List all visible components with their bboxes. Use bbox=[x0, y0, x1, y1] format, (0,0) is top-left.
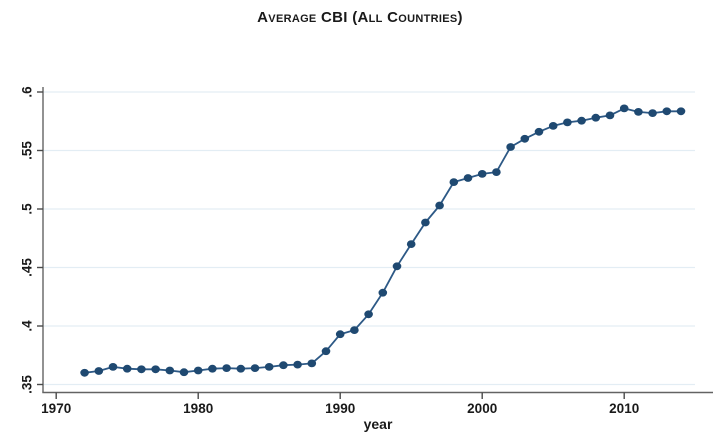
data-point-1996 bbox=[421, 218, 430, 227]
x-tick-label: 1990 bbox=[325, 401, 355, 416]
y-tick-label: .45 bbox=[20, 258, 35, 277]
data-point-1986 bbox=[279, 361, 288, 370]
data-point-1985 bbox=[264, 363, 274, 371]
data-point-1977 bbox=[151, 365, 160, 374]
data-point-2003 bbox=[520, 134, 530, 143]
data-point-1995 bbox=[406, 240, 416, 249]
x-tick-label: 1980 bbox=[183, 401, 213, 416]
data-point-2005 bbox=[548, 122, 558, 130]
data-point-2006 bbox=[563, 118, 572, 127]
y-tick-label: .4 bbox=[20, 320, 35, 332]
data-point-1978 bbox=[165, 366, 175, 375]
data-point-1974 bbox=[108, 363, 118, 371]
y-tick-label: .55 bbox=[20, 141, 35, 160]
data-point-2002 bbox=[506, 143, 515, 151]
x-tick-label: 2000 bbox=[467, 401, 497, 416]
data-point-1980 bbox=[193, 366, 203, 375]
x-axis-title: year bbox=[364, 416, 393, 432]
data-point-1982 bbox=[222, 364, 231, 372]
data-point-1979 bbox=[179, 368, 189, 377]
data-point-2004 bbox=[534, 127, 544, 136]
data-point-2001 bbox=[492, 168, 501, 177]
data-point-1994 bbox=[392, 262, 402, 271]
cbi-series-line bbox=[84, 107, 681, 374]
data-point-1993 bbox=[378, 288, 388, 297]
data-point-1997 bbox=[435, 201, 444, 210]
y-tick-label: .6 bbox=[20, 86, 35, 98]
data-point-1976 bbox=[137, 365, 146, 374]
data-point-1981 bbox=[208, 364, 217, 373]
data-point-2013 bbox=[662, 107, 672, 116]
data-point-1987 bbox=[293, 360, 302, 369]
data-point-2011 bbox=[634, 108, 643, 116]
data-point-2007 bbox=[577, 116, 586, 125]
data-point-1990 bbox=[335, 330, 345, 339]
data-point-1992 bbox=[364, 310, 373, 319]
x-tick-label: 1970 bbox=[41, 401, 71, 416]
data-point-1984 bbox=[250, 364, 260, 372]
data-point-1999 bbox=[463, 174, 473, 182]
data-point-1973 bbox=[94, 367, 104, 375]
y-tick-label: .35 bbox=[20, 375, 35, 394]
data-point-2000 bbox=[477, 170, 487, 178]
data-point-1972 bbox=[80, 368, 89, 377]
x-tick-label: 2010 bbox=[609, 401, 639, 416]
data-point-2014 bbox=[676, 107, 686, 116]
data-point-1998 bbox=[449, 178, 459, 187]
data-point-2009 bbox=[605, 111, 615, 120]
chart-title: Average CBI (All Countries) bbox=[257, 9, 463, 26]
data-point-1983 bbox=[236, 364, 246, 373]
data-point-2012 bbox=[648, 109, 657, 117]
data-point-2010 bbox=[619, 104, 629, 113]
y-tick-label: .5 bbox=[20, 203, 35, 215]
data-point-1991 bbox=[350, 326, 359, 334]
data-point-1989 bbox=[321, 347, 331, 356]
data-point-1988 bbox=[307, 359, 317, 368]
data-point-2008 bbox=[591, 113, 601, 122]
data-point-1975 bbox=[122, 364, 132, 373]
